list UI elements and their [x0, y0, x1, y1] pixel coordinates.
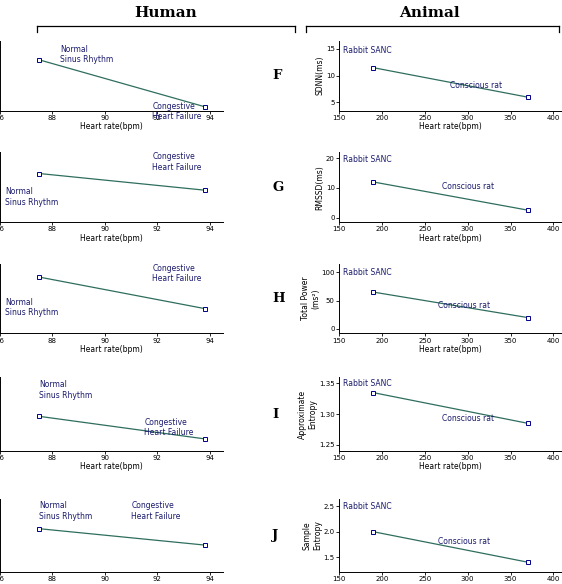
X-axis label: Heart rate(bpm): Heart rate(bpm) — [80, 463, 143, 471]
Text: Congestive
Heart Failure: Congestive Heart Failure — [144, 418, 194, 437]
Y-axis label: Approximate
Entropy: Approximate Entropy — [298, 390, 318, 439]
Y-axis label: RMSSD(ms): RMSSD(ms) — [315, 165, 324, 210]
Text: Congestive
Heart Failure: Congestive Heart Failure — [131, 502, 180, 521]
Y-axis label: Sample
Entropy: Sample Entropy — [303, 520, 322, 551]
Text: Human: Human — [134, 6, 197, 20]
X-axis label: Heart rate(bpm): Heart rate(bpm) — [80, 122, 143, 131]
Text: Rabbit SANC: Rabbit SANC — [343, 46, 392, 55]
Text: G: G — [272, 180, 283, 194]
Text: F: F — [272, 69, 282, 82]
Text: Congestive
Heart Failure: Congestive Heart Failure — [152, 102, 202, 121]
Text: Conscious rat: Conscious rat — [442, 182, 494, 191]
X-axis label: Heart rate(bpm): Heart rate(bpm) — [419, 122, 482, 131]
Text: Normal
Sinus Rhythm: Normal Sinus Rhythm — [5, 187, 58, 207]
Text: Normal
Sinus Rhythm: Normal Sinus Rhythm — [5, 298, 58, 317]
Text: H: H — [272, 292, 285, 305]
Text: Conscious rat: Conscious rat — [451, 81, 502, 90]
Text: Conscious rat: Conscious rat — [438, 537, 490, 546]
Text: Animal: Animal — [400, 6, 460, 20]
Y-axis label: SDNN(ms): SDNN(ms) — [315, 56, 324, 95]
X-axis label: Heart rate(bpm): Heart rate(bpm) — [80, 345, 143, 354]
Text: Conscious rat: Conscious rat — [438, 301, 490, 310]
Text: Rabbit SANC: Rabbit SANC — [343, 502, 392, 511]
Text: Rabbit SANC: Rabbit SANC — [343, 378, 392, 388]
Text: I: I — [272, 408, 278, 420]
Y-axis label: Total Power
(ms²): Total Power (ms²) — [301, 277, 320, 321]
Text: J: J — [272, 529, 278, 542]
Text: Congestive
Heart Failure: Congestive Heart Failure — [152, 264, 202, 283]
Text: Congestive
Heart Failure: Congestive Heart Failure — [152, 152, 202, 172]
X-axis label: Heart rate(bpm): Heart rate(bpm) — [419, 463, 482, 471]
Text: Normal
Sinus Rhythm: Normal Sinus Rhythm — [39, 380, 93, 399]
Text: Normal
Sinus Rhythm: Normal Sinus Rhythm — [60, 45, 114, 64]
X-axis label: Heart rate(bpm): Heart rate(bpm) — [80, 234, 143, 242]
Text: Conscious rat: Conscious rat — [442, 414, 494, 423]
X-axis label: Heart rate(bpm): Heart rate(bpm) — [419, 345, 482, 354]
Text: Normal
Sinus Rhythm: Normal Sinus Rhythm — [39, 502, 93, 521]
Text: Rabbit SANC: Rabbit SANC — [343, 155, 392, 164]
X-axis label: Heart rate(bpm): Heart rate(bpm) — [419, 234, 482, 242]
Text: Rabbit SANC: Rabbit SANC — [343, 267, 392, 277]
